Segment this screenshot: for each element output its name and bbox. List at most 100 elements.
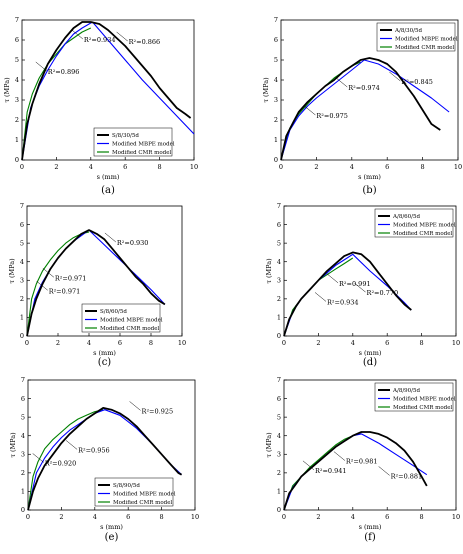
- legend-box: [374, 382, 454, 412]
- legend-label: Modified MBPE model: [395, 37, 458, 43]
- y-axis-label: τ (MPa): [265, 432, 273, 458]
- r-squared-annotation: R²=0.971: [55, 274, 87, 282]
- r-squared-annotation: R²=0.920: [45, 459, 77, 467]
- y-tick-label: 7: [20, 202, 24, 210]
- y-tick-label: 2: [21, 469, 25, 477]
- y-tick-label: 1: [20, 314, 24, 322]
- y-tick-label: 1: [21, 488, 25, 496]
- y-tick-label: 6: [15, 36, 19, 44]
- annotation-pointer: [129, 401, 141, 411]
- y-tick-label: 0: [15, 156, 19, 164]
- x-tick-label: 10: [190, 163, 198, 171]
- legend-label: Modified CMR model: [112, 150, 171, 156]
- x-tick-label: 6: [118, 339, 122, 347]
- x-axis-label: s (mm): [93, 349, 116, 357]
- y-tick-label: 7: [15, 16, 19, 24]
- r-squared-annotation: R²=0.896: [48, 68, 80, 76]
- legend-label: Modified CMR model: [395, 45, 454, 51]
- y-tick-label: 2: [277, 295, 281, 303]
- annotation-pointer: [389, 71, 401, 82]
- y-tick-label: 4: [20, 258, 24, 266]
- y-axis-label: τ (MPa): [3, 77, 11, 103]
- x-tick-label: 4: [351, 513, 355, 521]
- y-tick-label: 0: [277, 506, 281, 514]
- y-tick-label: 2: [20, 295, 24, 303]
- series-line-experimental: [280, 57, 441, 161]
- x-tick-label: 8: [420, 339, 424, 347]
- panel-label: (a): [101, 185, 115, 196]
- y-tick-label: 2: [15, 116, 19, 124]
- x-tick-label: 8: [149, 339, 153, 347]
- y-tick-label: 2: [274, 116, 278, 124]
- y-tick-label: 6: [277, 221, 281, 229]
- y-tick-label: 1: [277, 488, 281, 496]
- x-tick-label: 4: [351, 339, 355, 347]
- y-tick-label: 3: [21, 450, 25, 458]
- legend-label: Modified MBPE model: [393, 223, 456, 229]
- r-squared-annotation: R²=0.971: [49, 287, 81, 295]
- x-tick-label: 0: [20, 163, 24, 171]
- annotation-pointer: [71, 29, 84, 40]
- r-squared-annotation: R²=0.925: [142, 407, 174, 415]
- annotation-pointer: [116, 31, 128, 42]
- series-line-cmr: [21, 27, 92, 161]
- panel-label: (c): [98, 357, 112, 368]
- x-tick-label: 0: [26, 513, 30, 521]
- legend-label: Modified CMR model: [393, 405, 452, 411]
- annotation-pointer: [104, 232, 117, 243]
- annotation-pointer: [35, 61, 47, 72]
- r-squared-annotation: R²=0.941: [315, 467, 347, 475]
- y-axis-label: τ (MPa): [9, 432, 17, 458]
- r-squared-annotation: R²=0.930: [117, 239, 149, 247]
- series-line-experimental: [21, 21, 192, 161]
- y-tick-label: 6: [20, 221, 24, 229]
- x-tick-label: 10: [454, 163, 462, 171]
- y-tick-label: 5: [15, 56, 19, 64]
- legend-label: S/8/30/5d: [112, 133, 139, 139]
- y-tick-label: 3: [20, 276, 24, 284]
- y-tick-label: 4: [277, 432, 281, 440]
- x-axis-label: s (mm): [359, 349, 382, 357]
- plot-frame: [21, 19, 195, 161]
- y-axis-label: τ (MPa): [262, 77, 270, 103]
- legend-label: A/8/90/5d: [392, 388, 421, 394]
- y-tick-label: 6: [21, 395, 25, 403]
- y-tick-label: 5: [21, 413, 25, 421]
- annotation-pointer: [314, 292, 327, 302]
- plot-frame: [283, 379, 457, 511]
- x-tick-label: 6: [385, 339, 389, 347]
- y-tick-label: 7: [274, 16, 278, 24]
- x-tick-label: 6: [385, 163, 389, 171]
- x-axis-label: s (mm): [358, 173, 381, 181]
- y-tick-label: 5: [20, 239, 24, 247]
- annotation-pointer: [326, 273, 339, 284]
- y-axis-label: τ (MPa): [265, 258, 273, 284]
- series-line-mbpe: [280, 59, 450, 161]
- x-tick-label: 4: [350, 163, 354, 171]
- y-tick-label: 0: [277, 332, 281, 340]
- y-tick-label: 7: [21, 376, 25, 384]
- legend-label: Modified MBPE model: [112, 142, 175, 148]
- y-tick-label: 1: [277, 314, 281, 322]
- x-tick-label: 10: [191, 513, 199, 521]
- legend-label: S/8/90/5d: [113, 483, 140, 489]
- x-tick-label: 0: [25, 339, 29, 347]
- y-tick-label: 0: [21, 506, 25, 514]
- y-tick-label: 5: [274, 56, 278, 64]
- chart-panel: 0 2 4 6 8 10 0 1 2 3 4 5 6 7 s (mm) τ (MPa) R²=0.896 R²=0…: [3, 16, 198, 196]
- legend-label: Modified CMR model: [100, 326, 159, 332]
- x-tick-label: 4: [93, 513, 97, 521]
- r-squared-annotation: R²=0.881: [391, 472, 423, 480]
- r-squared-annotation: R²=0.975: [316, 112, 348, 120]
- annotation-pointer: [302, 460, 315, 471]
- y-tick-label: 0: [274, 156, 278, 164]
- series-line-cmr: [280, 61, 361, 161]
- plot-frame: [283, 205, 457, 337]
- y-tick-label: 3: [277, 450, 281, 458]
- legend-box: [93, 127, 173, 157]
- annotation-pointer: [378, 466, 390, 476]
- series-line-mbpe: [21, 21, 195, 161]
